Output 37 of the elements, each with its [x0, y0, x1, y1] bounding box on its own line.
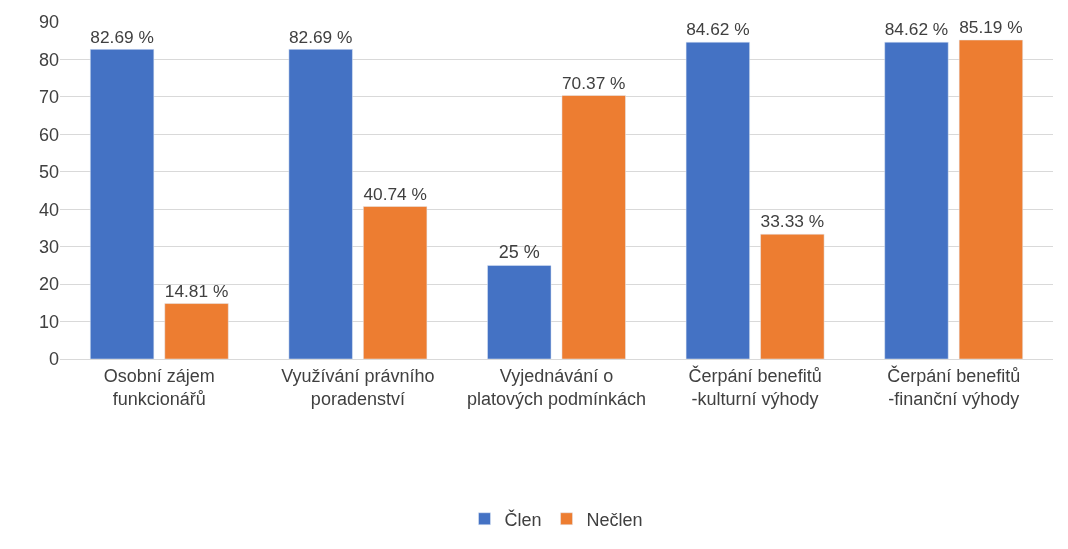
data-label: 14.81 %	[164, 280, 229, 301]
data-label: 85.19 %	[959, 17, 1023, 38]
bar	[164, 303, 229, 359]
data-label: 25 %	[498, 242, 540, 263]
bar	[760, 233, 825, 359]
bar	[90, 49, 155, 359]
bar	[561, 95, 626, 359]
data-label: 84.62 %	[884, 19, 949, 40]
x-tick-label: Čerpání benefitů -kulturní výhody	[688, 364, 822, 409]
legend-label: Nečlen	[586, 509, 643, 530]
data-label: 70.37 %	[561, 72, 626, 93]
bar	[487, 265, 552, 359]
y-tick-label: 80	[38, 49, 59, 70]
y-tick-label: 20	[38, 274, 59, 295]
y-tick-label: 90	[38, 12, 59, 33]
bar	[363, 206, 428, 359]
y-tick-label: 50	[38, 162, 59, 183]
bar	[288, 49, 353, 359]
data-label: 84.62 %	[686, 19, 750, 40]
x-tick-label: Čerpání benefitů -finanční výhody	[887, 364, 1021, 409]
y-tick-label: 60	[38, 124, 59, 145]
y-tick-label: 30	[38, 236, 59, 257]
data-label: 82.69 %	[90, 26, 154, 47]
data-label: 33.33 %	[760, 211, 825, 232]
y-tick-label: 40	[38, 199, 59, 220]
bar	[884, 41, 949, 359]
y-tick-label: 70	[38, 87, 59, 108]
x-tick-label: Využívání právního poradenství	[281, 365, 435, 409]
x-tick-label: Osobní zájem funkcionářů	[103, 365, 215, 409]
bar	[958, 39, 1023, 359]
bar	[685, 41, 750, 359]
data-label: 40.74 %	[363, 183, 427, 204]
data-label: 82.69 %	[288, 26, 353, 47]
y-tick-label: 10	[38, 311, 59, 332]
legend-label: Člen	[504, 508, 542, 530]
y-tick-label: 0	[48, 349, 59, 370]
x-tick-label: Vyjednávání o platových podmínkách	[466, 365, 647, 409]
